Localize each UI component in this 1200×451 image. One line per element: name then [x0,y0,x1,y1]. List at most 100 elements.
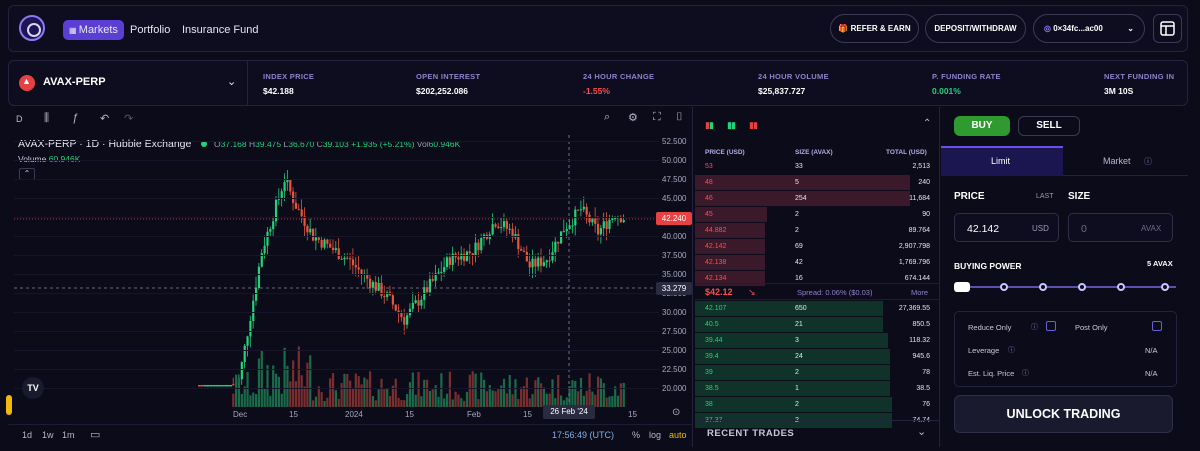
candle-body[interactable] [528,261,531,268]
candle-body[interactable] [320,239,323,248]
search-icon[interactable]: ⌕ [604,111,611,123]
slider-stop[interactable] [1000,283,1008,291]
candle-body[interactable] [337,248,340,259]
last-price-link[interactable]: LAST [1036,193,1054,200]
ask-row[interactable]: 48 5 240 [695,175,940,190]
slider-stop[interactable] [1161,283,1169,291]
info-icon[interactable]: ⓘ [1008,347,1015,354]
candle-body[interactable] [505,221,508,229]
info-icon[interactable]: ⓘ [1022,370,1029,377]
candle-body[interactable] [608,219,611,229]
candle-body[interactable] [232,384,235,386]
candle-body[interactable] [597,223,600,235]
candle-body[interactable] [520,249,523,251]
calendar-icon[interactable]: ▭ [90,429,101,441]
candle-body[interactable] [480,238,483,251]
candle-body[interactable] [349,258,352,260]
candle-body[interactable] [443,267,446,272]
market-selector[interactable]: AVAX-PERP [43,76,106,88]
candle-body[interactable] [326,239,329,244]
candle-body[interactable] [411,302,414,309]
candle-body[interactable] [272,221,275,230]
candle-body[interactable] [374,281,377,291]
candle-body[interactable] [312,228,315,241]
indicators-icon[interactable]: ƒ [72,112,79,124]
candle-body[interactable] [622,220,625,223]
candle-body[interactable] [508,228,511,230]
candle-body[interactable] [437,272,440,274]
candle-body[interactable] [434,273,437,281]
refer-earn-button[interactable]: 🎁 REFER & EARN [830,14,919,43]
candle-body[interactable] [257,266,261,289]
chevron-up-icon[interactable]: ⌃ [923,118,932,129]
candle-body[interactable] [559,231,563,244]
candle-body[interactable] [534,258,537,267]
candle-body[interactable] [548,260,551,262]
candle-body[interactable] [445,257,449,268]
candle-body[interactable] [577,209,580,211]
candle-body[interactable] [323,239,326,248]
candle-body[interactable] [377,282,380,291]
ask-row[interactable]: 42.142 69 2,907.798 [695,239,940,254]
interval-selector[interactable]: D [16,114,23,124]
candle-body[interactable] [537,257,540,267]
ask-row[interactable]: 42.134 16 674.144 [695,271,940,286]
candle-body[interactable] [465,251,469,261]
candle-body[interactable] [457,257,460,260]
candle-body[interactable] [605,221,608,229]
candle-body[interactable] [582,206,585,210]
candle-body[interactable] [260,253,263,267]
candle-body[interactable] [371,281,375,288]
candle-body[interactable] [292,191,295,203]
candle-body[interactable] [280,191,283,198]
candle-body[interactable] [263,245,266,254]
gear-icon[interactable]: ⚙ [628,112,638,124]
candle-body[interactable] [366,273,369,279]
candle-body[interactable] [511,228,514,238]
candle-body[interactable] [255,288,258,301]
candle-body[interactable] [240,362,243,380]
candle-body[interactable] [351,259,355,266]
candle-body[interactable] [334,248,337,250]
candle-body[interactable] [354,265,357,268]
deposit-withdraw-button[interactable]: DEPOSIT/WITHDRAW [925,14,1026,43]
candle-body[interactable] [591,218,594,223]
tab-markets[interactable]: ▦ Markets [63,20,124,40]
candle-body[interactable] [300,209,303,217]
candle-body[interactable] [420,299,423,306]
candle-body[interactable] [397,310,400,313]
candle-body[interactable] [514,234,517,238]
candle-body[interactable] [540,257,543,266]
camera-icon[interactable]: ⌷ [676,111,683,123]
chevron-down-icon[interactable]: ⌄ [227,76,237,88]
tab-market[interactable]: Market ⓘ [1063,146,1188,176]
candle-body[interactable] [283,182,286,192]
ask-row[interactable]: 53 33 2,513 [695,159,940,174]
candle-body[interactable] [614,218,617,220]
candle-body[interactable] [309,228,312,233]
candle-body[interactable] [314,237,318,241]
candle-body[interactable] [383,296,386,298]
candlestick-chart[interactable] [8,107,693,427]
range-1w[interactable]: 1w [42,430,54,440]
candle-body[interactable] [269,229,272,232]
candle-body[interactable] [460,253,463,260]
price-input[interactable]: 42.142 USD [954,213,1059,242]
candle-body[interactable] [500,227,503,229]
slider-thumb[interactable] [954,282,970,292]
candle-body[interactable] [471,253,474,256]
reduce-only-checkbox[interactable] [1046,321,1056,331]
candle-body[interactable] [579,209,583,211]
bid-row[interactable]: 39.4 24 945.6 [695,349,940,364]
candle-body[interactable] [565,228,568,232]
candle-body[interactable] [317,237,320,240]
candle-body[interactable] [619,216,622,223]
candle-body[interactable] [477,242,480,251]
unlock-trading-button[interactable]: UNLOCK TRADING [954,395,1173,433]
ask-row[interactable]: 46 254 11,684 [695,191,940,206]
candle-body[interactable] [306,225,309,233]
candle-body[interactable] [343,257,346,260]
orderbook-view-asks-icon[interactable]: ▮▮ [749,120,758,130]
candle-body[interactable] [329,243,332,248]
candle-body[interactable] [417,300,420,306]
